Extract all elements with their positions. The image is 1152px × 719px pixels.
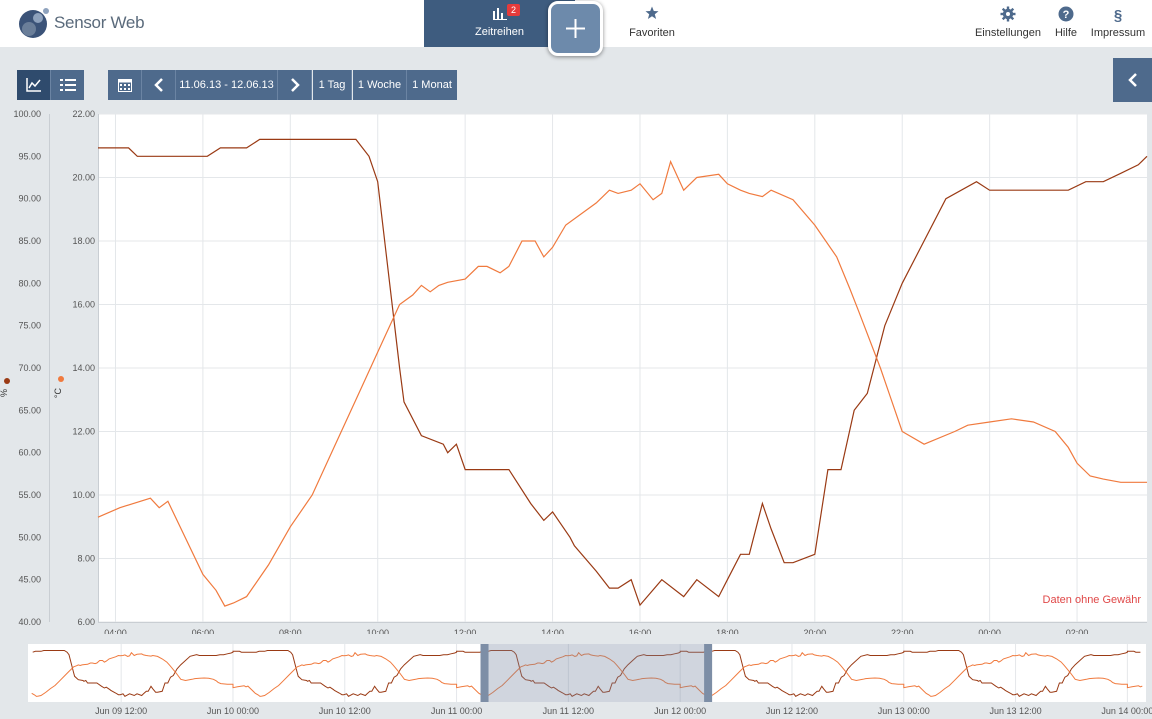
overview-tick-label: Jun 10 12:00 (319, 706, 371, 716)
humidity-tick-label: 80.00 (18, 278, 41, 288)
overview-tick-label: Jun 11 00:00 (431, 706, 482, 716)
star-icon (645, 6, 659, 20)
temperature-unit-label: °C (53, 387, 63, 398)
overview-chart[interactable] (28, 644, 1146, 702)
plus-icon (564, 17, 587, 40)
temperature-tick-label: 14.00 (72, 363, 95, 373)
one-day-button[interactable]: 1 Tag (313, 70, 352, 100)
main-chart-svg[interactable]: 04:00 06:00 08:00 10:00 12:00 14:00 16:00 18:00… (0, 104, 1152, 634)
line-chart-icon (26, 78, 42, 92)
chart-view-button[interactable] (17, 70, 51, 100)
chevron-right-icon (290, 78, 300, 92)
temperature-tick-label: 22.00 (72, 109, 95, 119)
temperature-tick-label: 18.00 (72, 236, 95, 246)
temperature-tick-label: 16.00 (72, 300, 95, 310)
overview-selection[interactable] (485, 644, 709, 702)
temperature-tick-label: 20.00 (72, 173, 95, 183)
overview-left-handle[interactable] (481, 644, 489, 702)
one-month-button[interactable]: 1 Monat (407, 70, 457, 100)
timeseries-count-badge: 2 (507, 4, 520, 16)
humidity-tick-label: 60.00 (18, 448, 41, 458)
humidity-tick-label: 85.00 (18, 236, 41, 246)
x-tick-label: 10:00 (366, 628, 389, 634)
table-icon (60, 79, 76, 91)
overview-tick-label: Jun 10 00:00 (207, 706, 259, 716)
tab-favorites-label: Favoriten (622, 27, 682, 39)
chevron-left-icon (1113, 58, 1152, 102)
bar-chart-icon (493, 8, 507, 20)
humidity-tick-label: 55.00 (18, 490, 41, 500)
x-tick-label: 20:00 (804, 628, 827, 634)
overview-tick-label: Jun 12 12:00 (766, 706, 818, 716)
x-tick-label: 22:00 (891, 628, 914, 634)
temperature-legend-dot (58, 376, 64, 382)
app-title: Sensor Web (54, 13, 144, 33)
overview-tick-label: Jun 13 12:00 (990, 706, 1042, 716)
x-tick-label: 14:00 (541, 628, 564, 634)
overview-tick-label: Jun 09 12:00 (95, 706, 147, 716)
temperature-tick-label: 12.00 (72, 427, 95, 437)
x-tick-label: 06:00 (192, 628, 215, 634)
humidity-tick-label: 50.00 (18, 532, 41, 542)
previous-period-button[interactable] (142, 70, 176, 100)
chevron-left-icon (154, 78, 164, 92)
tab-settings-label: Einstellungen (974, 27, 1042, 39)
sensor-web-logo (16, 5, 52, 41)
tab-help[interactable]: ? Hilfe (1050, 0, 1082, 47)
temperature-tick-label: 10.00 (72, 490, 95, 500)
one-day-label: 1 Tag (319, 79, 346, 91)
x-tick-label: 04:00 (104, 628, 127, 634)
humidity-tick-label: 45.00 (18, 575, 41, 585)
tab-imprint[interactable]: § Impressum (1088, 0, 1148, 47)
gear-icon (1000, 6, 1016, 22)
overview-tick-label: Jun 14 00:00 (1101, 706, 1152, 716)
date-range-label: 11.06.13 - 12.06.13 (179, 79, 274, 91)
section-sign-icon: § (1111, 6, 1125, 22)
humidity-tick-label: 65.00 (18, 405, 41, 415)
one-week-label: 1 Woche (358, 79, 401, 91)
x-tick-label: 08:00 (279, 628, 302, 634)
humidity-tick-label: 75.00 (18, 321, 41, 331)
brand[interactable]: Sensor Web (16, 5, 144, 41)
tab-help-label: Hilfe (1050, 27, 1082, 39)
humidity-tick-label: 95.00 (18, 151, 41, 161)
tab-imprint-label: Impressum (1088, 27, 1148, 39)
humidity-tick-label: 40.00 (18, 617, 41, 627)
tab-favorites[interactable]: Favoriten (622, 0, 682, 47)
navbar: Sensor Web Zeitreihen 2 Favoriten (0, 0, 1152, 47)
humidity-legend-dot (4, 378, 10, 384)
toggle-legend-button[interactable] (1113, 58, 1152, 102)
table-view-button[interactable] (51, 70, 84, 100)
svg-text:§: § (1114, 7, 1122, 22)
one-week-button[interactable]: 1 Woche (353, 70, 407, 100)
humidity-tick-label: 70.00 (18, 363, 41, 373)
overview-right-handle[interactable] (704, 644, 712, 702)
temperature-tick-label: 8.00 (77, 554, 95, 564)
x-tick-label: 00:00 (978, 628, 1001, 634)
one-month-label: 1 Monat (412, 79, 452, 91)
overview-tick-label: Jun 11 12:00 (543, 706, 594, 716)
overview-tick-label: Jun 12 00:00 (654, 706, 706, 716)
humidity-tick-label: 100.00 (13, 109, 41, 119)
overview-chart-svg[interactable] (28, 644, 1146, 702)
humidity-unit-label: % (0, 389, 9, 397)
disclaimer-text: Daten ohne Gewähr (1043, 594, 1142, 606)
main-chart[interactable]: 04:00 06:00 08:00 10:00 12:00 14:00 16:00 18:00… (0, 104, 1152, 634)
tab-settings[interactable]: Einstellungen (974, 0, 1042, 47)
question-icon: ? (1058, 6, 1074, 22)
overview-tick-label: Jun 13 00:00 (878, 706, 930, 716)
next-period-button[interactable] (278, 70, 312, 100)
add-timeseries-button[interactable] (548, 1, 603, 56)
humidity-tick-label: 90.00 (18, 194, 41, 204)
x-tick-label: 18:00 (716, 628, 739, 634)
x-tick-label: 16:00 (629, 628, 652, 634)
calendar-button[interactable] (108, 70, 142, 100)
x-tick-label: 02:00 (1066, 628, 1089, 634)
x-tick-label: 12:00 (454, 628, 477, 634)
svg-text:?: ? (1063, 9, 1070, 21)
temperature-tick-label: 6.00 (77, 617, 95, 627)
date-range-button[interactable]: 11.06.13 - 12.06.13 (176, 70, 278, 100)
calendar-icon (118, 78, 132, 92)
